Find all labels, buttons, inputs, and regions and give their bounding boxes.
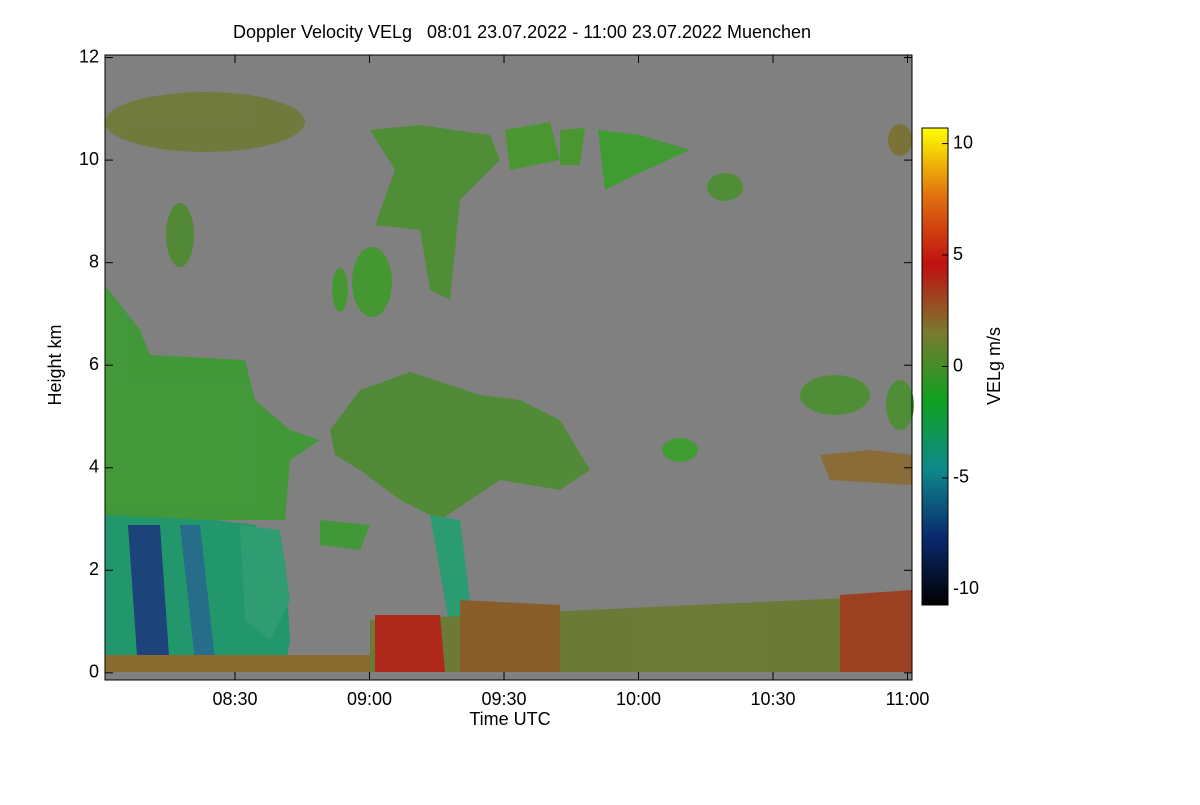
y-tick-label: 8 [89,251,99,271]
colorbar-label: VELg m/s [984,327,1004,405]
x-tick-label: 09:30 [481,689,526,709]
x-tick-label: 10:30 [750,689,795,709]
colorbar-tick-label: -5 [953,467,969,487]
y-tick-label: 12 [79,46,99,66]
y-axis-label: Height km [45,324,65,405]
y-tick-label: 6 [89,354,99,374]
y-tick-label: 4 [89,456,99,476]
x-tick-label: 11:00 [886,689,930,709]
y-tick-label: 0 [89,662,99,682]
chart-title: Doppler Velocity VELg 08:01 23.07.2022 -… [233,22,811,42]
radar-echoes [105,92,914,672]
y-tick-label: 2 [89,559,99,579]
x-axis-label: Time UTC [469,709,550,729]
x-tick-label: 10:00 [616,689,661,709]
colorbar-tick-label: 5 [953,244,963,264]
x-tick-label: 09:00 [347,689,392,709]
colorbar-tick-label: -10 [953,578,979,598]
colorbar-tick-label: 0 [953,355,963,375]
y-tick-label: 10 [79,149,99,169]
x-tick-label: 08:30 [212,689,257,709]
colorbar-tick-label: 10 [953,132,973,152]
plot-frame [104,54,913,681]
